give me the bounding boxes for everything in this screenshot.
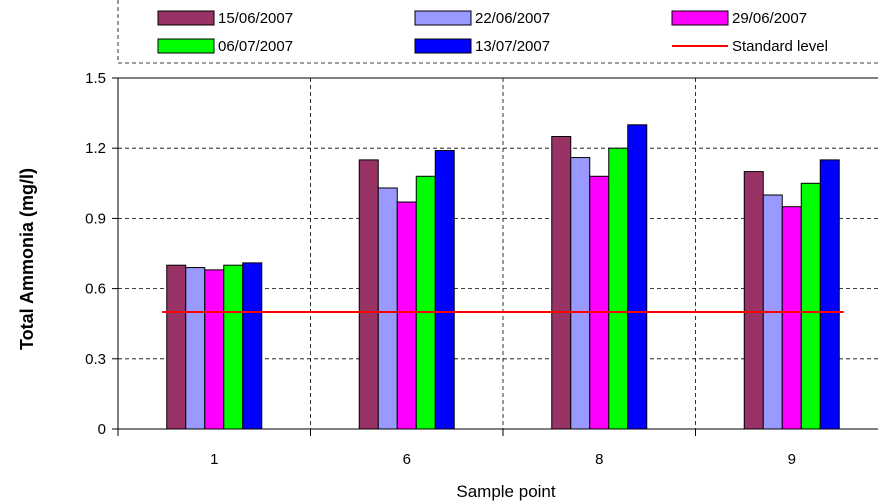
bar <box>396 201 417 430</box>
y-axis-title: Total Ammonia (mg/l) <box>17 168 37 350</box>
bar <box>434 150 455 430</box>
legend-label: 22/06/2007 <box>475 10 550 27</box>
x-tick-label: 1 <box>210 451 218 468</box>
bar <box>743 171 764 430</box>
bar <box>551 136 572 430</box>
bar <box>166 264 187 430</box>
legend-swatch <box>157 38 215 54</box>
legend-label: 29/06/2007 <box>732 10 807 27</box>
y-tick-label: 0.6 <box>85 281 106 298</box>
x-tick-label: 6 <box>403 451 411 468</box>
y-tick-label: 0.9 <box>85 210 106 227</box>
legend-label: Standard level <box>732 38 828 55</box>
legend-swatch <box>671 10 729 26</box>
bar <box>204 269 225 430</box>
bar <box>377 187 398 430</box>
bar <box>223 264 244 430</box>
legend-label: 06/07/2007 <box>218 38 293 55</box>
y-tick-label: 1.5 <box>85 70 106 87</box>
y-tick-label: 0.3 <box>85 351 106 368</box>
bar <box>358 159 379 430</box>
bar <box>819 159 840 430</box>
bar <box>415 175 436 430</box>
bar <box>627 124 648 430</box>
bar <box>781 206 802 430</box>
legend: 15/06/2007 22/06/2007 29/06/2007 06/07/2007… <box>117 0 878 64</box>
bar <box>608 147 629 430</box>
legend-swatch <box>414 38 472 54</box>
x-axis-title: Sample point <box>456 482 556 501</box>
legend-label: 13/07/2007 <box>475 38 550 55</box>
y-tick-label: 0 <box>98 421 106 438</box>
bar <box>185 267 206 430</box>
bar <box>589 175 610 430</box>
bar <box>242 262 263 430</box>
legend-label: 15/06/2007 <box>218 10 293 27</box>
bar <box>570 157 591 430</box>
x-tick-label: 8 <box>595 451 603 468</box>
plot-area: 0 0.3 0.6 0.9 1.2 1.5 1 6 8 9 <box>85 70 878 468</box>
y-tick-label: 1.2 <box>85 140 106 157</box>
bar <box>800 182 821 430</box>
x-tick-label: 9 <box>788 451 796 468</box>
legend-swatch <box>157 10 215 26</box>
legend-swatch <box>414 10 472 26</box>
